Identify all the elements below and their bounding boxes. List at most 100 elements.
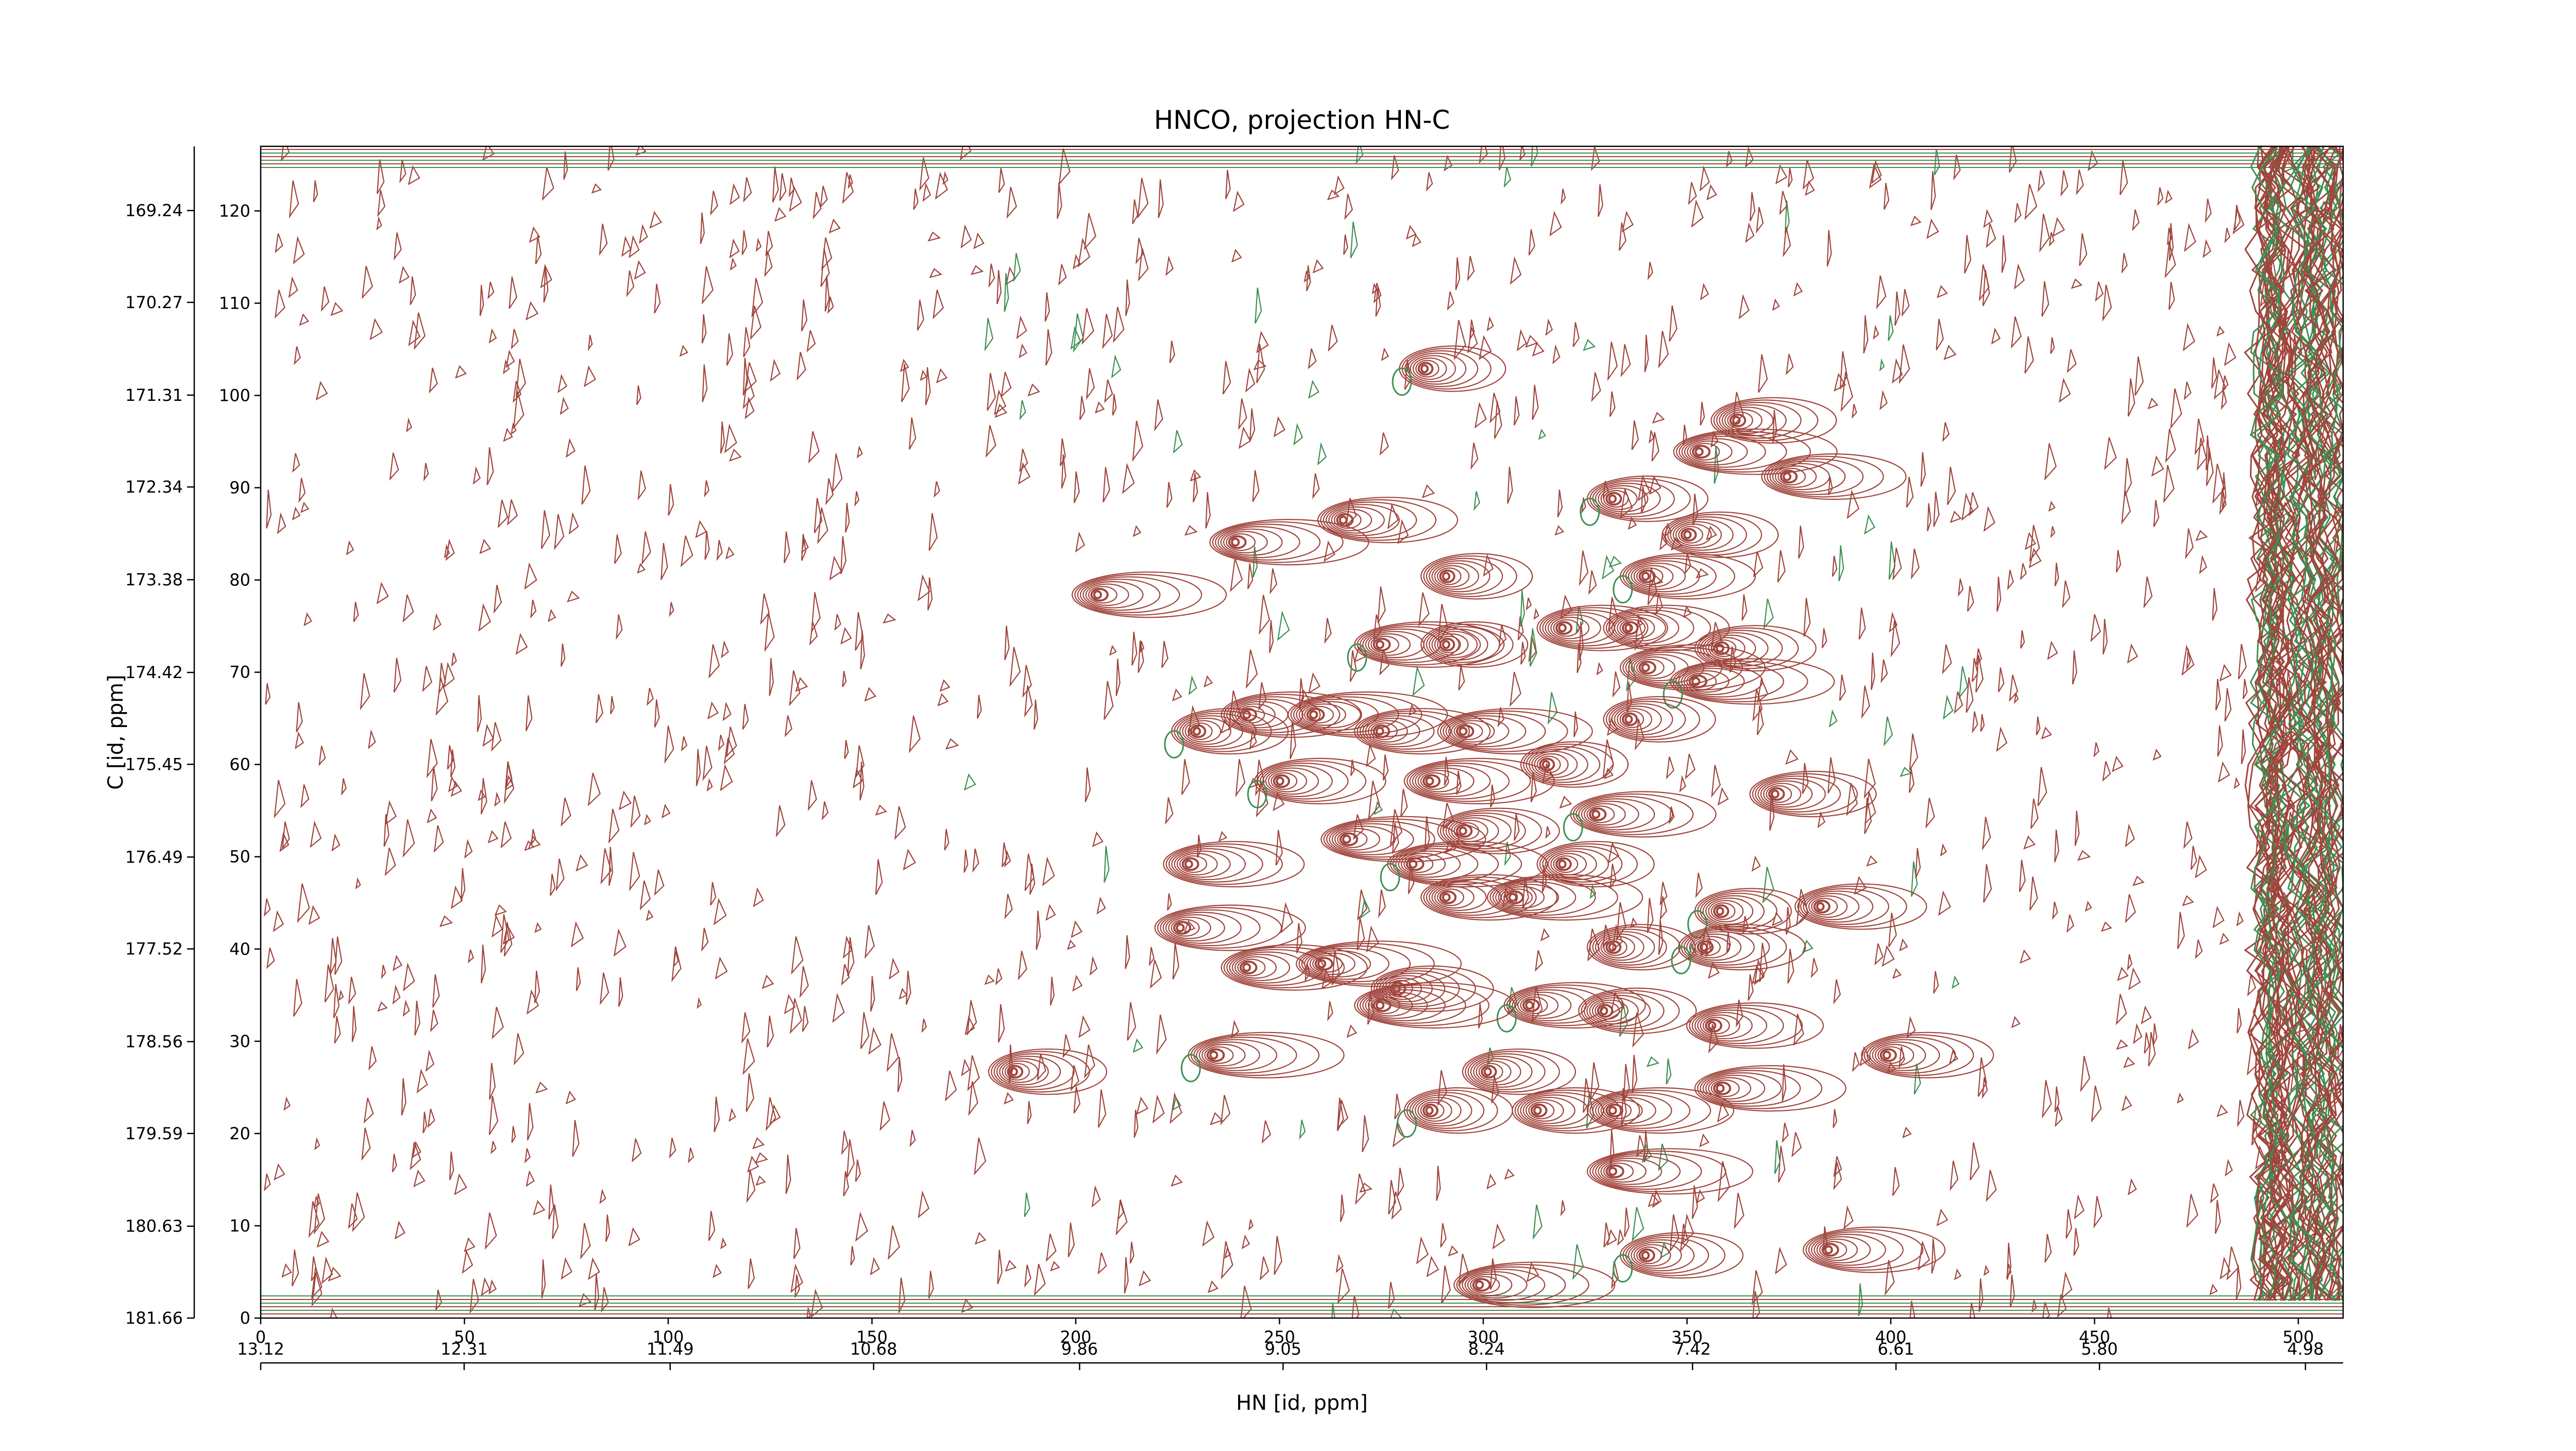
edge-contour <box>2283 146 2316 1301</box>
noise-contour <box>1798 526 1804 559</box>
noise-contour <box>1696 1189 1705 1204</box>
noise-contour <box>454 1173 467 1195</box>
noise-contour <box>824 276 830 312</box>
noise-contour <box>1561 189 1566 205</box>
peak-contour <box>1234 703 1276 726</box>
noise-contour <box>2199 554 2208 575</box>
noise-contour <box>572 1120 580 1157</box>
noise-contour <box>775 805 786 838</box>
noise-contour <box>1666 756 1674 780</box>
peak-contour <box>1514 1089 1621 1132</box>
peak-contour <box>1526 746 1601 783</box>
noise-contour <box>494 791 501 807</box>
noise-contour <box>641 531 651 565</box>
noise-contour <box>550 873 556 896</box>
peak-contour <box>1472 1278 1491 1292</box>
noise-contour <box>1077 237 1091 268</box>
noise-contour <box>1796 889 1809 926</box>
noise-contour <box>2127 643 2138 664</box>
noise-contour <box>753 887 764 907</box>
noise-contour <box>402 1000 410 1017</box>
peak-contour <box>1473 1058 1521 1086</box>
noise-contour <box>1513 396 1520 426</box>
noise-contour <box>1317 442 1327 466</box>
peak-contour <box>1710 639 1737 657</box>
peak-contour <box>1766 785 1792 803</box>
peak-contour <box>1869 1039 1940 1071</box>
x2-tick-label: 10.68 <box>850 1339 897 1359</box>
noise-contour <box>1692 493 1699 526</box>
noise-contour <box>1337 1100 1349 1129</box>
noise-contour <box>1165 255 1174 276</box>
noise-contour <box>1899 344 1910 384</box>
noise-contour <box>1846 490 1860 519</box>
noise-contour <box>2236 1100 2245 1127</box>
noise-contour <box>2225 1158 2233 1177</box>
noise-contour <box>723 737 735 765</box>
noise-contour <box>1866 855 1878 867</box>
noise-contour <box>266 490 272 529</box>
noise-contour <box>832 453 843 494</box>
peak-contour <box>1767 458 1864 495</box>
noise-contour <box>1447 291 1454 311</box>
noise-contour <box>487 281 495 299</box>
peak-contour <box>1004 1062 1030 1081</box>
noise-contour <box>2093 742 2099 757</box>
peak-contour <box>1713 1081 1732 1095</box>
peak-contour <box>1603 938 1628 956</box>
noise-contour <box>472 466 481 485</box>
peak-contour <box>1328 506 1385 534</box>
noise-contour <box>1632 1013 1644 1048</box>
noise-contour <box>809 621 818 646</box>
noise-contour <box>1958 666 1969 700</box>
plot-area <box>261 146 2343 1318</box>
noise-contour <box>500 821 512 849</box>
x2-tick-label: 11.49 <box>647 1339 694 1359</box>
noise-contour <box>618 977 623 1007</box>
peak-contour <box>1702 895 1765 927</box>
negative-contour <box>1247 780 1267 808</box>
noise-contour <box>526 989 539 1015</box>
noise-contour <box>1817 811 1826 829</box>
noise-contour <box>488 1279 497 1295</box>
peak-contour <box>1362 989 1446 1022</box>
y-tick-label: 10 <box>229 1216 250 1236</box>
noise-contour <box>1171 1174 1183 1187</box>
noise-contour <box>1880 659 1888 684</box>
noise-contour <box>392 954 403 971</box>
noise-contour <box>1644 334 1649 373</box>
noise-contour <box>1397 1168 1404 1196</box>
noise-contour <box>2182 895 2194 906</box>
noise-contour <box>1125 935 1130 969</box>
peak-contour <box>1412 1094 1472 1127</box>
noise-contour <box>2216 1104 2228 1117</box>
noise-contour <box>1202 1220 1215 1247</box>
noise-contour <box>1079 396 1086 420</box>
noise-contour <box>2124 458 2132 497</box>
noise-contour <box>1205 492 1211 529</box>
noise-contour <box>1679 775 1686 792</box>
noise-contour <box>1127 1002 1137 1041</box>
noise-contour <box>1324 540 1336 562</box>
peak-contour <box>1638 1248 1655 1262</box>
peak-contour <box>1415 1096 1462 1124</box>
noise-contour <box>1359 1182 1373 1193</box>
noise-contour <box>266 948 275 969</box>
noise-contour <box>1308 672 1321 694</box>
peak-contour <box>1667 516 1747 553</box>
noise-contour <box>1757 677 1769 704</box>
noise-contour <box>986 425 996 458</box>
edge-contour <box>2321 146 2343 1301</box>
peak-contour <box>1077 576 1180 613</box>
peak-contour <box>1375 640 1385 649</box>
noise-contour <box>755 1152 769 1164</box>
noise-contour <box>1138 640 1144 673</box>
noise-contour <box>1067 1222 1075 1257</box>
noise-contour <box>1927 503 1931 532</box>
noise-contour <box>846 1139 855 1178</box>
noise-contour <box>1557 490 1563 517</box>
noise-contour <box>1249 408 1256 442</box>
noise-contour <box>1024 1264 1031 1288</box>
peak-contour <box>1198 1041 1260 1069</box>
